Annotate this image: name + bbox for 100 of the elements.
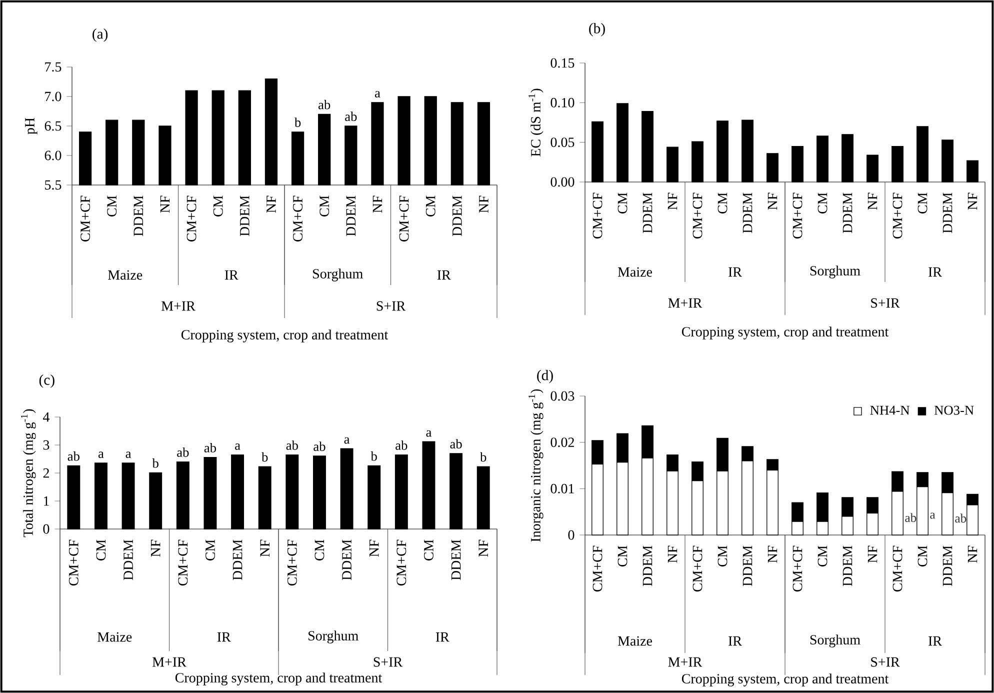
y-tick-label: 0 [568,530,574,540]
data-label: ab [955,514,966,523]
x-tick-label: CM [618,546,628,566]
x-axis-title: Cropping system, crop and treatment [682,674,889,686]
text: IR [224,270,238,280]
data-label: ab [68,451,80,461]
y-tick-label: 0.10 [550,98,574,108]
x-tick-label: NF [868,192,878,210]
x-tick-label: NF [372,196,382,213]
y-axis-title: Inorganic nitrogen (mg g$^{-1}$) [528,389,544,542]
y-tick-label: 0.00 [550,177,574,187]
chart-title: (c) [39,374,54,388]
x-tick-label: DDEM [942,546,952,586]
x-tick-label: CM+CF [892,546,902,592]
text: M+IR [161,301,196,311]
text: S+IR [871,657,900,667]
data-label: b [262,452,268,462]
x-tick-label: CM [96,540,106,560]
x-tick-label: NF [151,540,160,557]
x-tick-label: CM+CF [592,546,602,592]
y-tick-label: 0.01 [550,484,574,494]
y-tick-label: 7.0 [45,92,62,102]
y-tick-label: 0.03 [550,391,574,401]
text: S+IR [374,657,403,667]
x-tick-label: NF [668,546,678,563]
x-tick-label: CM+CF [892,192,902,239]
x-tick-label: CM+CF [293,196,302,242]
x-tick-label: CM [718,192,728,214]
data-label: b [294,118,301,127]
x-tick-label: CM [424,540,434,560]
data-label: ab [204,442,216,452]
x-tick-label: CM+CF [396,540,406,586]
data-label: ab [905,513,916,522]
x-tick-label: CM [320,196,330,216]
x-tick-label: CM+CF [80,196,90,242]
x-tick-label: CM+CF [178,540,188,586]
x-tick-label: NF [968,546,978,563]
x-tick-label: CM+CF [68,540,78,586]
x-tick-label: CM+CF [792,546,802,592]
x-tick-label: CM [618,192,628,214]
x-tick-label: NF [478,540,488,557]
y-tick-label: 0 [43,524,50,534]
chart-title: (d) [537,370,553,384]
data-label: b [152,458,158,468]
x-tick-label: DDEM [742,192,752,234]
x-tick-label: CM+CF [287,540,297,586]
data-label: ab [450,439,462,448]
x-tick-label: NF [160,196,170,213]
data-label: a [344,437,350,444]
x-tick-label: CM [818,546,828,566]
x-tick-label: DDEM [642,192,652,234]
text: IR [728,636,742,646]
x-tick-label: DDEM [842,546,852,586]
text: Maize [618,267,652,277]
x-tick-label: NF [968,192,978,210]
y-tick-label: 0.15 [550,58,574,68]
text: IR [728,267,742,277]
text: S+IR [376,301,406,311]
data-label: b [370,451,377,461]
chart-title: (b) [589,23,605,36]
x-axis-title: Cropping system, crop and treatment [181,330,388,342]
data-label: ab [396,440,408,450]
x-tick-label: DDEM [134,196,144,236]
x-tick-label: NF [868,546,878,563]
data-label: a [235,443,240,450]
data-label: a [374,91,380,98]
x-tick-label: NF [668,192,678,210]
x-tick-label: CM+CF [692,192,702,239]
y-tick-label: 2 [43,468,49,478]
text: Maize [108,270,142,280]
x-tick-label: NF [370,540,379,557]
x-tick-label: CM [918,192,928,214]
data-label: b [480,452,486,462]
x-tick-label: DDEM [842,192,852,234]
x-tick-label: CM [918,546,928,566]
text: M+IR [668,298,702,308]
x-tick-label: NF [266,196,276,213]
text: M+IR [152,657,186,667]
x-tick-label: DDEM [232,540,242,580]
y-axis-title: pH [25,118,38,134]
y-tick-label: 0.05 [550,138,574,148]
x-tick-label: CM [213,196,223,216]
y-tick-label: 6.0 [44,150,62,160]
x-tick-label: CM [314,540,324,560]
y-tick-label: 7.5 [45,62,62,72]
x-tick-label: DDEM [452,196,462,236]
x-tick-label: DDEM [124,540,133,580]
x-tick-label: CM [426,196,436,216]
y-tick-label: 3 [43,440,50,450]
x-tick-label: CM+CF [792,192,802,239]
text: IR [928,636,942,646]
x-tick-label: DDEM [642,546,652,586]
x-tick-label: CM+CF [399,196,409,242]
x-axis-title: Cropping system, crop and treatment [175,672,382,686]
data-label: ab [286,440,298,450]
text: Maize [98,632,132,642]
text: Sorghum [313,268,363,282]
x-tick-label: DDEM [240,196,250,236]
y-tick-label: 4 [43,412,50,422]
data-label: a [98,452,104,458]
